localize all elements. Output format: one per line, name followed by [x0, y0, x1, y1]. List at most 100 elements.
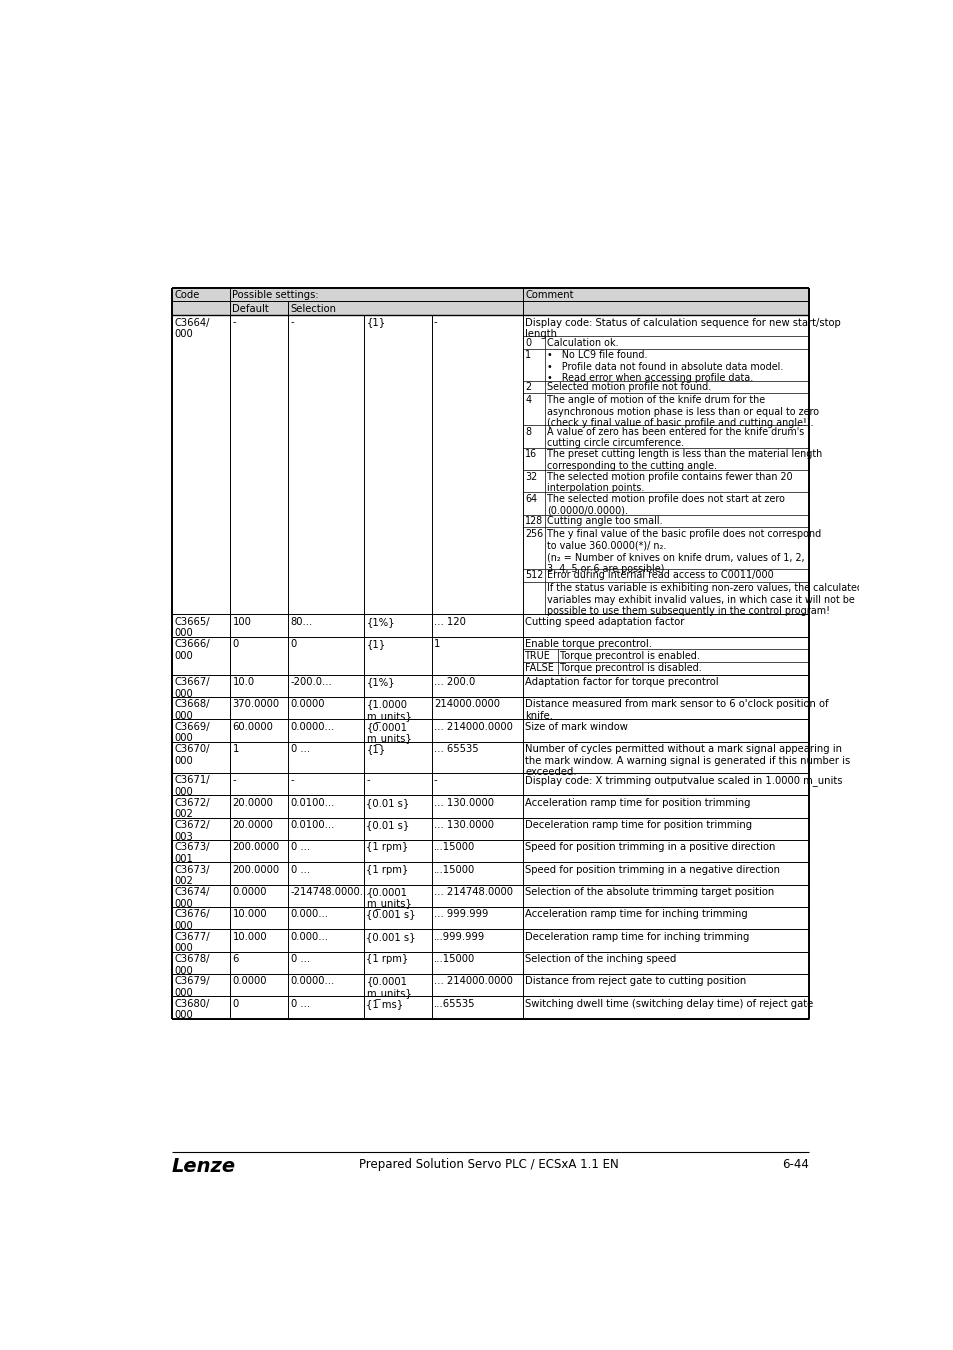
Text: Enable torque precontrol.: Enable torque precontrol.	[525, 639, 652, 649]
Text: C3672/
003: C3672/ 003	[174, 819, 210, 841]
Bar	[172, 675, 808, 697]
Text: 60.0000: 60.0000	[233, 722, 273, 732]
Text: C3670/
000: C3670/ 000	[174, 744, 210, 765]
Text: 0: 0	[233, 639, 238, 649]
Text: C3664/
000: C3664/ 000	[174, 317, 210, 339]
Text: ...15000: ...15000	[434, 842, 475, 852]
Text: 80...: 80...	[291, 617, 313, 626]
Text: Distance measured from mark sensor to 6 o'clock position of
knife.: Distance measured from mark sensor to 6 …	[525, 699, 828, 721]
Text: 0.0100...: 0.0100...	[291, 819, 335, 830]
Text: 0.000...: 0.000...	[291, 910, 328, 919]
Text: 100: 100	[233, 617, 251, 626]
Bar	[172, 774, 808, 795]
Text: {0.01 s}: {0.01 s}	[366, 819, 410, 830]
Text: {1 ms}: {1 ms}	[366, 999, 403, 1008]
Text: {1 rpm}: {1 rpm}	[366, 864, 409, 875]
Text: C3676/
000: C3676/ 000	[174, 910, 210, 932]
Text: Switching dwell time (switching delay time) of reject gate: Switching dwell time (switching delay ti…	[525, 999, 813, 1008]
Text: ...15000: ...15000	[434, 864, 475, 875]
Text: {1%}: {1%}	[366, 678, 395, 687]
Text: Cutting angle too small.: Cutting angle too small.	[546, 516, 662, 526]
Text: Adaptation factor for torque precontrol: Adaptation factor for torque precontrol	[525, 678, 719, 687]
Text: Deceleration ramp time for position trimming: Deceleration ramp time for position trim…	[525, 819, 752, 830]
Text: Speed for position trimming in a positive direction: Speed for position trimming in a positiv…	[525, 842, 775, 852]
Text: 10.000: 10.000	[233, 910, 267, 919]
Text: 0.0100...: 0.0100...	[291, 798, 335, 807]
Text: -200.0...: -200.0...	[291, 678, 332, 687]
Bar	[172, 795, 808, 818]
Bar	[172, 884, 808, 907]
Text: ...15000: ...15000	[434, 954, 475, 964]
Text: 0 ...: 0 ...	[291, 954, 310, 964]
Text: -: -	[366, 775, 370, 786]
Text: {0.0001
m_units}: {0.0001 m_units}	[366, 976, 412, 999]
Text: ... 120: ... 120	[434, 617, 465, 626]
Text: {1}: {1}	[366, 744, 385, 755]
Text: C3674/
000: C3674/ 000	[174, 887, 210, 909]
Text: 0 ...: 0 ...	[291, 842, 310, 852]
Text: 214000.0000: 214000.0000	[434, 699, 499, 710]
Text: 0: 0	[525, 338, 531, 347]
Text: {0.0001
m_units}: {0.0001 m_units}	[366, 887, 412, 910]
Text: 1: 1	[233, 744, 238, 755]
Text: C3668/
000: C3668/ 000	[174, 699, 210, 721]
Text: -: -	[291, 317, 294, 328]
Text: ... 999.999: ... 999.999	[434, 910, 488, 919]
Text: C3677/
000: C3677/ 000	[174, 931, 210, 953]
Text: 6-44: 6-44	[781, 1158, 808, 1172]
Text: C3667/
000: C3667/ 000	[174, 678, 210, 699]
Text: 0.0000: 0.0000	[291, 699, 325, 710]
Text: •   No LC9 file found.
•   Profile data not found in absolute data model.
•   Re: • No LC9 file found. • Profile data not …	[546, 350, 782, 383]
Text: The angle of motion of the knife drum for the
asynchronous motion phase is less : The angle of motion of the knife drum fo…	[546, 396, 819, 428]
Text: {0.001 s}: {0.001 s}	[366, 931, 416, 941]
Text: 1: 1	[434, 639, 440, 649]
Text: ... 214748.0000: ... 214748.0000	[434, 887, 513, 896]
Bar	[172, 996, 808, 1019]
Text: C3673/
001: C3673/ 001	[174, 842, 210, 864]
Text: FALSE: FALSE	[525, 663, 554, 674]
Text: 0.0000: 0.0000	[233, 887, 267, 896]
Text: 0 ...: 0 ...	[291, 864, 310, 875]
Text: 64: 64	[525, 494, 537, 504]
Text: Acceleration ramp time for inching trimming: Acceleration ramp time for inching trimm…	[525, 910, 747, 919]
Text: Deceleration ramp time for inching trimming: Deceleration ramp time for inching trimm…	[525, 931, 749, 941]
Text: 256: 256	[525, 529, 543, 539]
Text: Selection: Selection	[291, 304, 336, 313]
Bar	[172, 741, 808, 774]
Text: Possible settings:: Possible settings:	[233, 290, 318, 300]
Text: {1 rpm}: {1 rpm}	[366, 954, 409, 964]
Text: 0.000...: 0.000...	[291, 931, 328, 941]
Bar	[172, 973, 808, 996]
Text: C3669/
000: C3669/ 000	[174, 722, 210, 744]
Text: C3679/
000: C3679/ 000	[174, 976, 210, 998]
Text: -: -	[434, 317, 437, 328]
Text: C3665/
000: C3665/ 000	[174, 617, 210, 639]
Text: 0 ...: 0 ...	[291, 999, 310, 1008]
Text: Selection of the inching speed: Selection of the inching speed	[525, 954, 676, 964]
Text: C3672/
002: C3672/ 002	[174, 798, 210, 819]
Text: -: -	[233, 317, 235, 328]
Text: {1.0000
m_units}: {1.0000 m_units}	[366, 699, 412, 722]
Text: C3673/
002: C3673/ 002	[174, 864, 210, 886]
Text: 0 ...: 0 ...	[291, 744, 310, 755]
Text: ... 65535: ... 65535	[434, 744, 478, 755]
Text: 200.0000: 200.0000	[233, 842, 279, 852]
Text: Error during internal read access to C0011/000: Error during internal read access to C00…	[546, 571, 773, 580]
Text: 1: 1	[525, 350, 531, 360]
Text: 128: 128	[525, 516, 543, 526]
Bar	[172, 316, 808, 614]
Text: The selected motion profile contains fewer than 20
interpolation points.: The selected motion profile contains few…	[546, 471, 792, 493]
Text: ... 130.0000: ... 130.0000	[434, 819, 494, 830]
Text: {0.001 s}: {0.001 s}	[366, 910, 416, 919]
Text: Number of cycles permitted without a mark signal appearing in
the mark window. A: Number of cycles permitted without a mar…	[525, 744, 850, 778]
Bar	[172, 952, 808, 973]
Text: Calculation ok.: Calculation ok.	[546, 338, 618, 347]
Text: -: -	[291, 775, 294, 786]
Text: Cutting speed adaptation factor: Cutting speed adaptation factor	[525, 617, 684, 626]
Bar	[172, 720, 808, 741]
Text: 16: 16	[525, 450, 537, 459]
Bar	[172, 614, 808, 637]
Text: C3678/
000: C3678/ 000	[174, 954, 210, 976]
Text: 20.0000: 20.0000	[233, 819, 273, 830]
Text: ... 200.0: ... 200.0	[434, 678, 475, 687]
